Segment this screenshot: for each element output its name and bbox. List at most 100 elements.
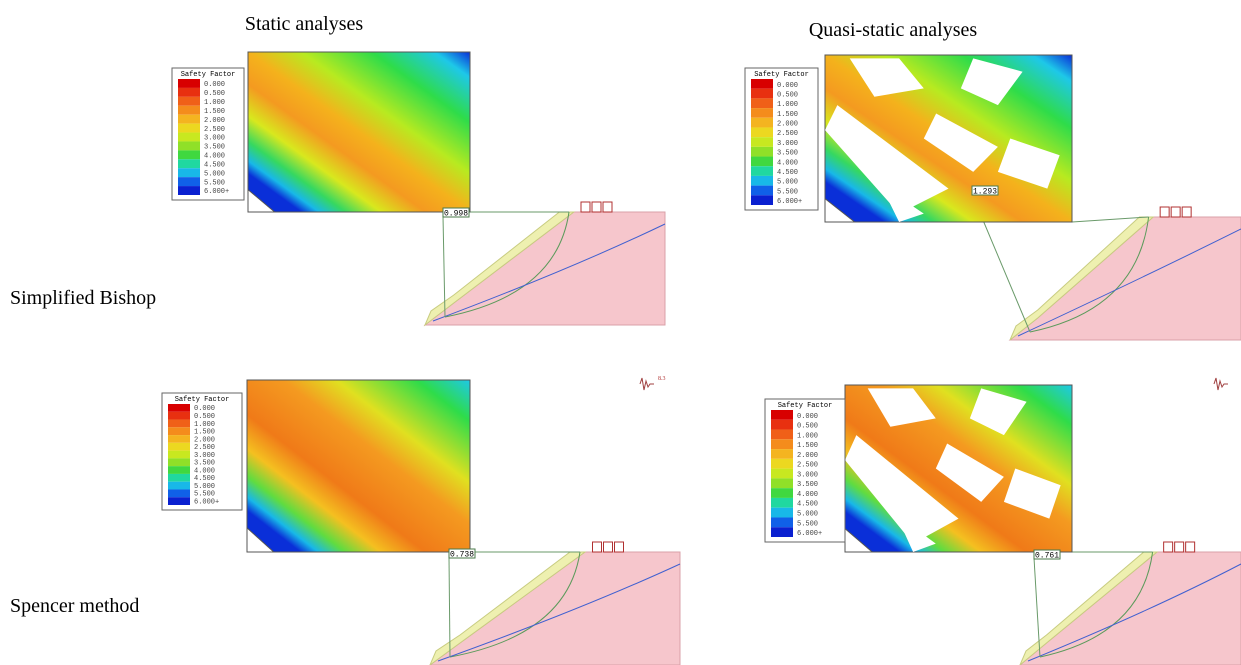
leader <box>448 556 451 658</box>
contour <box>247 51 471 213</box>
legend-swatch <box>751 146 773 157</box>
column-header: Static analyses <box>245 13 364 35</box>
legend-swatch <box>751 137 773 147</box>
slip-surface <box>1039 551 1154 658</box>
legend-swatch <box>168 497 190 505</box>
legend-label: 1.500 <box>204 108 225 116</box>
legend-swatch <box>771 488 793 498</box>
fill-layer <box>429 551 587 665</box>
legend-label: 1.500 <box>194 429 215 437</box>
legend-swatch <box>178 105 200 115</box>
min-fs-box <box>442 207 470 218</box>
corner <box>824 197 857 223</box>
legend-label: 0.500 <box>797 423 818 431</box>
legend-swatch <box>168 489 190 498</box>
legend-label: 5.500 <box>204 179 225 187</box>
legend-label: 0.500 <box>194 413 215 421</box>
legend-label: 4.500 <box>797 501 818 509</box>
legend-title: Safety Factor <box>754 71 809 79</box>
legend-swatch <box>771 458 793 469</box>
legend-swatch <box>751 117 773 128</box>
min-fs-box <box>971 185 999 196</box>
blank-zone <box>960 58 1023 106</box>
legend-swatch <box>751 166 773 176</box>
legend-label: 4.000 <box>777 159 798 167</box>
legend-swatch <box>178 132 200 142</box>
legend-label: 1.500 <box>777 111 798 119</box>
legend-label: 1.000 <box>204 99 225 107</box>
legend-swatch <box>168 450 190 459</box>
blank-zone <box>849 58 924 97</box>
legend-label: 1.500 <box>797 442 818 450</box>
row-label: Simplified Bishop <box>10 287 156 309</box>
legend-swatch <box>168 466 190 474</box>
legend-swatch <box>771 527 793 537</box>
legend-label: 0.000 <box>204 81 225 89</box>
legend-label: 3.000 <box>194 452 215 460</box>
building <box>580 201 591 213</box>
fill-layer <box>1019 551 1159 665</box>
legend-label: 3.000 <box>777 140 798 148</box>
legend-swatch <box>771 439 793 450</box>
legend-swatch <box>771 507 793 518</box>
legend-label: 5.500 <box>777 188 798 196</box>
legend-swatch <box>178 96 200 106</box>
legend-label: 4.000 <box>194 467 215 475</box>
legend-label: 5.500 <box>797 520 818 528</box>
legend-label: 3.500 <box>777 150 798 158</box>
legend-swatch <box>771 517 793 528</box>
legend-label: 1.000 <box>194 421 215 429</box>
legend-swatch <box>178 123 200 133</box>
corner <box>246 526 276 553</box>
legend-label: 3.500 <box>194 460 215 468</box>
building <box>1163 541 1174 553</box>
legend-swatch <box>751 108 773 118</box>
legend-swatch <box>168 481 190 490</box>
column-header: Quasi-static analyses <box>809 19 977 41</box>
legend-label: 6.000+ <box>204 188 229 196</box>
contour <box>246 379 471 553</box>
blank-zone <box>890 501 936 552</box>
legend-swatch <box>168 435 190 443</box>
blank-zone <box>825 105 949 214</box>
legend-swatch <box>178 150 200 160</box>
legend-swatch <box>771 449 793 459</box>
blank-zone <box>935 443 1004 502</box>
legend-swatch <box>751 98 773 109</box>
legend-label: 5.000 <box>797 511 818 519</box>
legend-label: 2.500 <box>194 444 215 452</box>
legend-swatch <box>771 429 793 440</box>
min-fs-label: 0.761 <box>1035 552 1059 561</box>
slip-surface <box>449 551 581 658</box>
water-table <box>1017 228 1241 337</box>
legend-swatch <box>178 114 200 124</box>
leader <box>1033 557 1041 658</box>
legend-label: 5.000 <box>777 179 798 187</box>
building <box>1181 206 1192 218</box>
legend-label: 3.000 <box>797 471 818 479</box>
legend-label: 3.000 <box>204 135 225 143</box>
legend-label: 2.000 <box>797 452 818 460</box>
legend-swatch <box>751 185 773 196</box>
legend-swatch <box>168 473 190 482</box>
legend-label: 4.500 <box>194 475 215 483</box>
legend-label: 0.500 <box>777 91 798 99</box>
slip-surface <box>444 211 570 318</box>
legend-label: 3.500 <box>797 481 818 489</box>
legend-title: Safety Factor <box>181 71 236 79</box>
legend-swatch <box>771 497 793 508</box>
legend-swatch <box>751 88 773 99</box>
building <box>1170 206 1181 218</box>
legend-swatch <box>178 177 200 187</box>
legend-swatch <box>751 156 773 167</box>
legend-swatch <box>178 159 200 169</box>
legend-label: 1.000 <box>797 432 818 440</box>
blank-zone <box>1003 468 1061 519</box>
legend-label: 6.000+ <box>777 198 802 206</box>
min-fs-box <box>448 548 476 559</box>
